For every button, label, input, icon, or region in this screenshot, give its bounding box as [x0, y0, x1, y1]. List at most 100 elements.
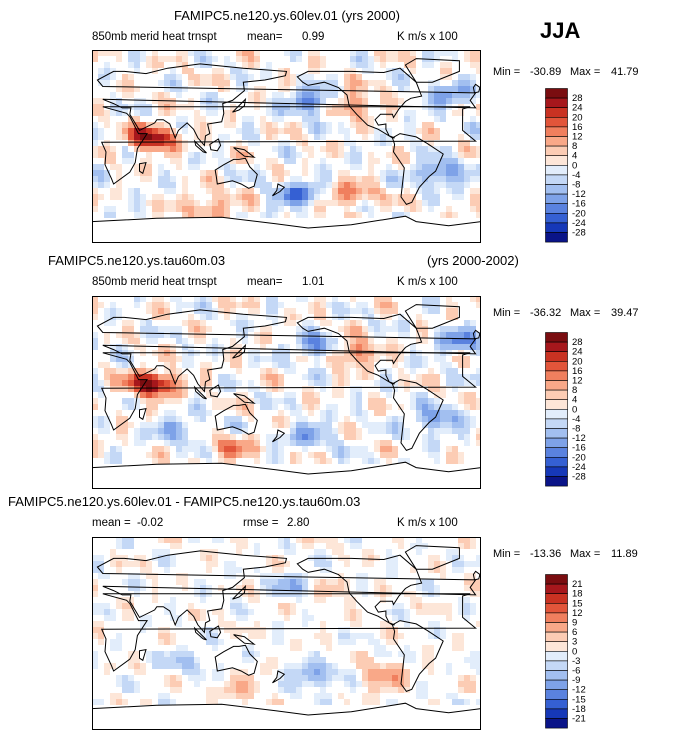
field-cell: [110, 416, 117, 423]
field-cell: [374, 332, 381, 339]
field-cell: [398, 452, 405, 459]
field-cell: [134, 537, 141, 544]
field-cell: [476, 188, 481, 195]
field-cell: [122, 116, 129, 123]
field-cell: [452, 567, 459, 574]
colorbar-tick-label: -8: [572, 180, 580, 191]
field-cell: [416, 134, 423, 141]
field-cell: [374, 374, 381, 381]
field-cell: [278, 440, 285, 447]
field-cell: [296, 446, 303, 453]
field-cell: [410, 446, 417, 453]
field-cell: [278, 404, 285, 411]
field-cell: [164, 332, 171, 339]
field-cell: [368, 338, 375, 345]
field-cell: [212, 416, 219, 423]
field-cell: [344, 549, 351, 556]
field-cell: [284, 368, 291, 375]
field-cell: [452, 98, 459, 105]
field-cell: [398, 302, 405, 309]
field-cell: [350, 116, 357, 123]
field-cell: [140, 68, 147, 75]
field-cell: [302, 374, 309, 381]
field-cell: [410, 176, 417, 183]
field-cell: [404, 122, 411, 129]
field-cell: [266, 410, 273, 417]
field-cell: [170, 428, 177, 435]
field-cell: [302, 380, 309, 387]
field-cell: [350, 344, 357, 351]
field-cell: [182, 579, 189, 586]
field-cell: [206, 164, 213, 171]
field-cell: [206, 98, 213, 105]
field-cell: [398, 164, 405, 171]
field-cell: [356, 386, 363, 393]
field-cell: [158, 386, 165, 393]
field-cell: [476, 356, 481, 363]
field-cell: [338, 380, 345, 387]
field-cell: [290, 134, 297, 141]
field-cell: [182, 452, 189, 459]
field-cell: [368, 404, 375, 411]
field-cell: [164, 398, 171, 405]
field-cell: [470, 326, 477, 333]
field-cell: [302, 410, 309, 417]
field-cell: [236, 422, 243, 429]
field-cell: [308, 50, 315, 57]
field-cell: [296, 404, 303, 411]
panel-1-mean-value: 0.99: [302, 31, 325, 43]
colorbar-box: [545, 332, 568, 343]
field-cell: [356, 122, 363, 129]
field-cell: [404, 326, 411, 333]
field-cell: [116, 338, 123, 345]
field-cell: [422, 338, 429, 345]
field-cell: [416, 314, 423, 321]
continent-outline: [232, 97, 247, 113]
field-cell: [248, 98, 255, 105]
field-cell: [458, 170, 465, 177]
field-cell: [320, 579, 327, 586]
field-cell: [386, 458, 393, 465]
field-cell: [224, 98, 231, 105]
field-cell: [302, 158, 309, 165]
field-cell: [122, 176, 129, 183]
field-cell: [188, 380, 195, 387]
field-cell: [302, 344, 309, 351]
field-cell: [176, 194, 183, 201]
field-cell: [338, 86, 345, 93]
field-cell: [278, 152, 285, 159]
field-cell: [218, 585, 225, 592]
field-cell: [272, 170, 279, 177]
field-cell: [362, 212, 369, 219]
field-cell: [146, 134, 153, 141]
field-cell: [314, 579, 321, 586]
field-cell: [194, 555, 201, 562]
field-cell: [380, 74, 387, 81]
field-cell: [350, 585, 357, 592]
field-cell: [470, 296, 477, 303]
field-cell: [164, 314, 171, 321]
field-cell: [140, 452, 147, 459]
field-cell: [326, 440, 333, 447]
field-cell: [236, 56, 243, 63]
field-cell: [242, 308, 249, 315]
field-cell: [128, 68, 135, 75]
field-cell: [206, 368, 213, 375]
field-cell: [440, 314, 447, 321]
field-cell: [158, 549, 165, 556]
field-cell: [272, 164, 279, 171]
field-cell: [368, 374, 375, 381]
field-cell: [398, 416, 405, 423]
field-cell: [458, 332, 465, 339]
field-cell: [98, 446, 105, 453]
field-cell: [272, 182, 279, 189]
field-cell: [350, 92, 357, 99]
field-cell: [404, 356, 411, 363]
field-cell: [350, 537, 357, 544]
field-cell: [416, 116, 423, 123]
field-cell: [404, 194, 411, 201]
field-cell: [446, 338, 453, 345]
field-cell: [200, 362, 207, 369]
field-cell: [290, 549, 297, 556]
field-cell: [248, 302, 255, 309]
